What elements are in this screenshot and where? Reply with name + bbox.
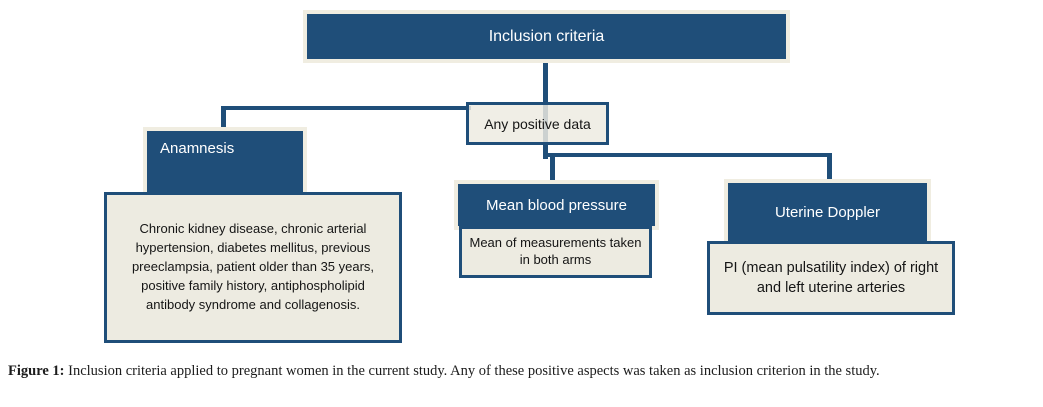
anamnesis-detail-text: Chronic kidney disease, chronic arterial… (131, 221, 375, 312)
connector-anamnesis-vertical (221, 106, 226, 135)
anamnesis-detail-box: Chronic kidney disease, chronic arterial… (104, 192, 402, 343)
anamnesis-title-label: Anamnesis (160, 140, 235, 157)
inclusion-criteria-label: Inclusion criteria (488, 27, 605, 45)
inclusion-criteria-box: Inclusion criteria (303, 10, 790, 63)
mean-blood-pressure-detail-box: Mean of measurements taken in both arms (459, 226, 652, 278)
anamnesis-title-box: Anamnesis (143, 127, 307, 197)
mean-blood-pressure-title-label: Mean blood pressure (486, 196, 627, 214)
connector-uterine-doppler-vertical (827, 155, 832, 185)
connector-mean-blood-pressure-vertical (550, 155, 555, 187)
uterine-doppler-detail-text: PI (mean pulsatility index) of right and… (723, 259, 939, 296)
uterine-doppler-title-box: Uterine Doppler (724, 179, 931, 245)
figure-caption-label: Figure 1: (8, 363, 65, 379)
mean-blood-pressure-title-box: Mean blood pressure (454, 180, 659, 230)
connector-decision-to-right-horizontal (543, 153, 832, 157)
uterine-doppler-title-label: Uterine Doppler (774, 203, 881, 221)
connector-decision-to-anamnesis-horizontal (221, 106, 471, 110)
uterine-doppler-detail-box: PI (mean pulsatility index) of right and… (707, 241, 955, 315)
figure-caption: Figure 1: Inclusion criteria applied to … (8, 358, 1035, 384)
mean-blood-pressure-detail-text: Mean of measurements taken in both arms (469, 235, 642, 267)
figure-caption-text: Inclusion criteria applied to pregnant w… (64, 363, 880, 379)
any-positive-data-box: Any positive data (466, 102, 609, 145)
any-positive-data-label: Any positive data (484, 115, 591, 132)
